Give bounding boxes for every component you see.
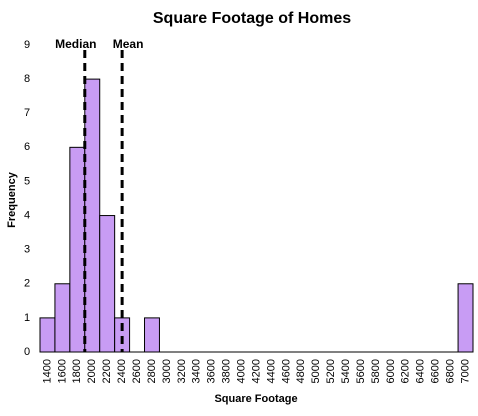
y-tick-label: 8 (24, 73, 30, 85)
x-tick-label: 3400 (191, 359, 203, 383)
x-tick-label: 3800 (221, 359, 233, 383)
x-tick-label: 5800 (370, 359, 382, 383)
bar (69, 146, 86, 353)
x-tick-label: 6200 (400, 359, 412, 383)
y-tick-label: 5 (24, 175, 30, 187)
x-tick-label: 5400 (340, 359, 352, 383)
x-tick-label: 4400 (265, 359, 277, 383)
x-tick-label: 5000 (310, 359, 322, 383)
x-tick-label: 4200 (250, 359, 262, 383)
x-tick-label: 2800 (146, 359, 158, 383)
x-tick-label: 1800 (71, 359, 83, 383)
x-tick-label: 2600 (131, 359, 143, 383)
x-tick-label: 2400 (116, 359, 128, 383)
y-axis-title: Frequency (6, 171, 18, 228)
x-axis-title: Square Footage (214, 393, 297, 405)
x-tick-label: 3200 (176, 359, 188, 383)
bar (144, 317, 160, 353)
x-tick-label: 4000 (235, 359, 247, 383)
x-tick-label: 1600 (56, 359, 68, 383)
y-tick-label: 9 (24, 39, 30, 51)
x-tick-label: 1400 (41, 359, 53, 383)
x-tick-label: 4600 (280, 359, 292, 383)
bar (84, 78, 101, 353)
x-tick-label: 3600 (206, 359, 218, 383)
x-tick-label: 6400 (415, 359, 427, 383)
x-tick-label: 6800 (445, 359, 457, 383)
x-tick-label: 6000 (385, 359, 397, 383)
x-tick-label: 6600 (430, 359, 442, 383)
bar (99, 215, 116, 353)
y-tick-label: 1 (24, 312, 30, 324)
bar (457, 283, 474, 353)
x-tick-label: 2000 (86, 359, 98, 383)
reference-label: Mean (113, 37, 144, 51)
y-tick-label: 4 (24, 209, 30, 221)
reference-label: Median (55, 37, 96, 51)
bar (54, 283, 71, 353)
x-tick-label: 5200 (325, 359, 337, 383)
y-tick-label: 6 (24, 141, 30, 153)
bar (39, 317, 56, 353)
x-tick-label: 7000 (459, 359, 471, 383)
y-tick-label: 3 (24, 244, 30, 256)
x-tick-label: 3000 (161, 359, 173, 383)
x-tick-label: 4800 (295, 359, 307, 383)
y-tick-label: 0 (24, 346, 30, 358)
y-tick-label: 2 (24, 278, 30, 290)
x-tick-label: 5600 (355, 359, 367, 383)
y-tick-label: 7 (24, 107, 30, 119)
x-tick-label: 2200 (101, 359, 113, 383)
chart-title: Square Footage of Homes (153, 10, 351, 27)
